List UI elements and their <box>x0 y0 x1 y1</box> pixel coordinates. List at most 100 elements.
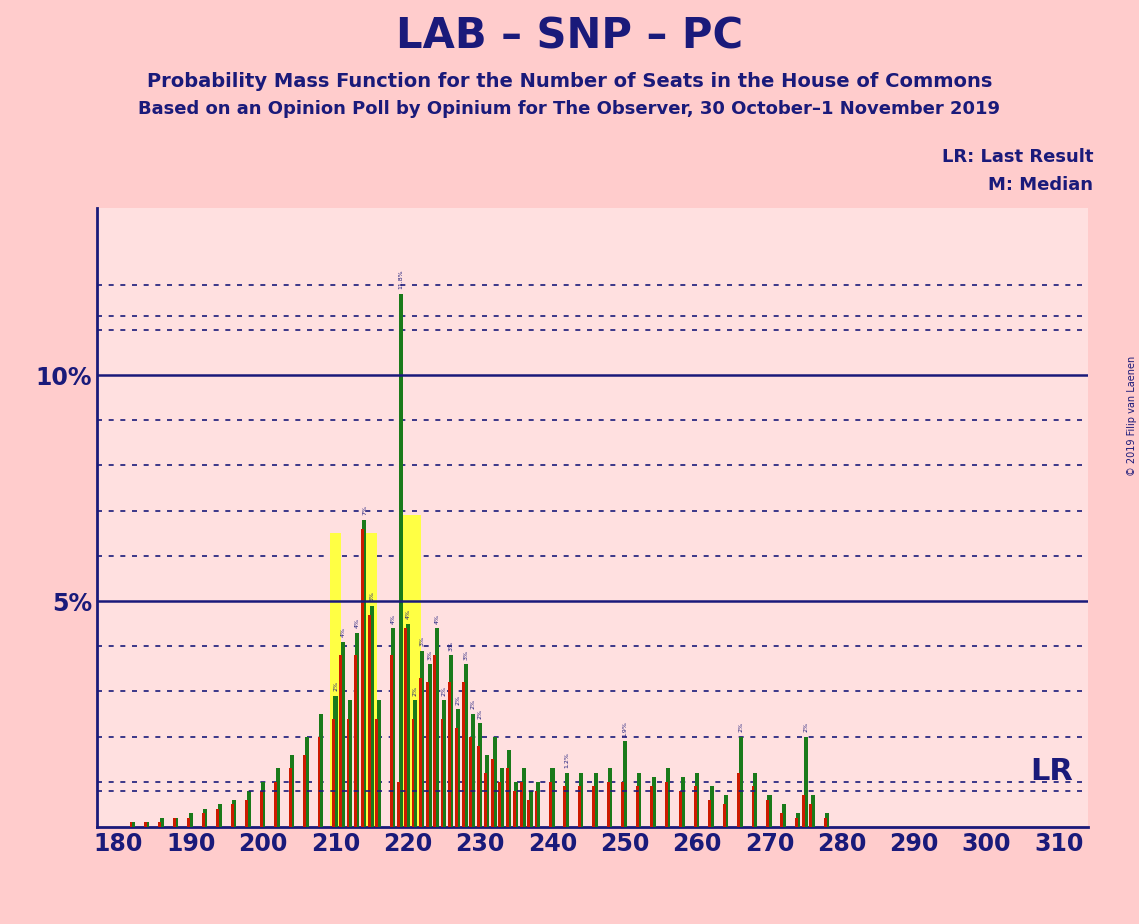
Bar <box>188 818 190 827</box>
Bar <box>462 683 465 827</box>
Text: 2%: 2% <box>803 722 809 732</box>
Bar <box>334 696 337 827</box>
Bar <box>218 805 222 827</box>
Bar <box>426 683 429 827</box>
Bar <box>738 736 743 827</box>
Bar <box>288 768 292 827</box>
Bar <box>260 791 263 827</box>
Bar <box>131 822 136 827</box>
Bar <box>398 782 400 827</box>
Bar <box>362 519 367 827</box>
Bar <box>478 723 482 827</box>
Bar <box>174 818 179 827</box>
Bar <box>435 628 439 827</box>
Bar <box>637 772 641 827</box>
Bar <box>402 516 413 827</box>
Text: 4%: 4% <box>341 627 345 638</box>
Text: 4%: 4% <box>391 614 396 624</box>
Bar <box>565 772 570 827</box>
Bar <box>413 700 417 827</box>
Bar <box>405 624 410 827</box>
Bar <box>623 741 626 827</box>
Bar <box>449 655 453 827</box>
Bar <box>710 786 714 827</box>
Bar <box>304 736 309 827</box>
Bar <box>708 800 711 827</box>
Bar <box>536 782 540 827</box>
Bar <box>810 805 812 827</box>
Bar <box>804 736 808 827</box>
Bar <box>274 782 277 827</box>
Bar <box>528 791 533 827</box>
Bar <box>491 760 494 827</box>
Bar <box>319 714 323 827</box>
Bar <box>521 782 523 827</box>
Bar <box>376 719 378 827</box>
Bar <box>506 768 508 827</box>
Bar <box>404 628 408 827</box>
Bar <box>392 628 395 827</box>
Bar <box>202 813 205 827</box>
Text: 4%: 4% <box>354 618 360 628</box>
Bar <box>593 772 598 827</box>
Bar <box>666 768 670 827</box>
Bar <box>722 805 726 827</box>
Text: 2%: 2% <box>738 722 743 732</box>
Bar <box>339 655 342 827</box>
Text: 2%: 2% <box>412 686 418 696</box>
Bar <box>550 768 555 827</box>
Text: 3%: 3% <box>449 640 453 650</box>
Bar <box>390 655 393 827</box>
Bar <box>231 805 233 827</box>
Bar <box>347 700 352 827</box>
Bar <box>346 719 350 827</box>
Text: 2%: 2% <box>477 709 483 719</box>
Bar <box>802 796 805 827</box>
Text: 2%: 2% <box>470 699 475 710</box>
Text: 3%: 3% <box>464 650 468 660</box>
Bar <box>442 700 446 827</box>
Bar <box>409 516 420 827</box>
Bar <box>484 772 486 827</box>
Bar <box>216 808 219 827</box>
Bar <box>823 818 827 827</box>
Bar <box>515 782 518 827</box>
Bar <box>636 786 639 827</box>
Text: Probability Mass Function for the Number of Seats in the House of Commons: Probability Mass Function for the Number… <box>147 72 992 91</box>
Bar <box>354 655 357 827</box>
Bar <box>399 294 402 827</box>
Text: 4%: 4% <box>434 614 440 624</box>
Bar <box>652 777 656 827</box>
Bar <box>780 813 784 827</box>
Text: 11.8%: 11.8% <box>399 270 403 289</box>
Text: M: Median: M: Median <box>989 176 1093 193</box>
Text: 4%: 4% <box>405 609 410 619</box>
Text: LR: LR <box>1030 758 1073 786</box>
Bar <box>232 800 236 827</box>
Bar <box>361 529 363 827</box>
Bar <box>276 768 280 827</box>
Text: 1.9%: 1.9% <box>622 721 628 736</box>
Bar <box>158 822 162 827</box>
Bar <box>411 719 415 827</box>
Bar <box>795 818 797 827</box>
Bar <box>366 533 377 827</box>
Text: 2%: 2% <box>456 695 461 705</box>
Bar <box>419 678 421 827</box>
Bar <box>607 782 609 827</box>
Bar <box>370 605 374 827</box>
Bar <box>333 719 335 827</box>
Bar <box>753 772 757 827</box>
Bar <box>580 772 583 827</box>
Bar <box>470 714 475 827</box>
Bar <box>522 768 525 827</box>
Text: 3%: 3% <box>427 650 432 660</box>
Bar <box>767 800 769 827</box>
Bar <box>811 796 814 827</box>
Bar <box>499 782 501 827</box>
Bar <box>469 736 473 827</box>
Bar <box>768 796 771 827</box>
Bar <box>622 782 624 827</box>
Bar <box>448 683 451 827</box>
Bar <box>245 800 248 827</box>
